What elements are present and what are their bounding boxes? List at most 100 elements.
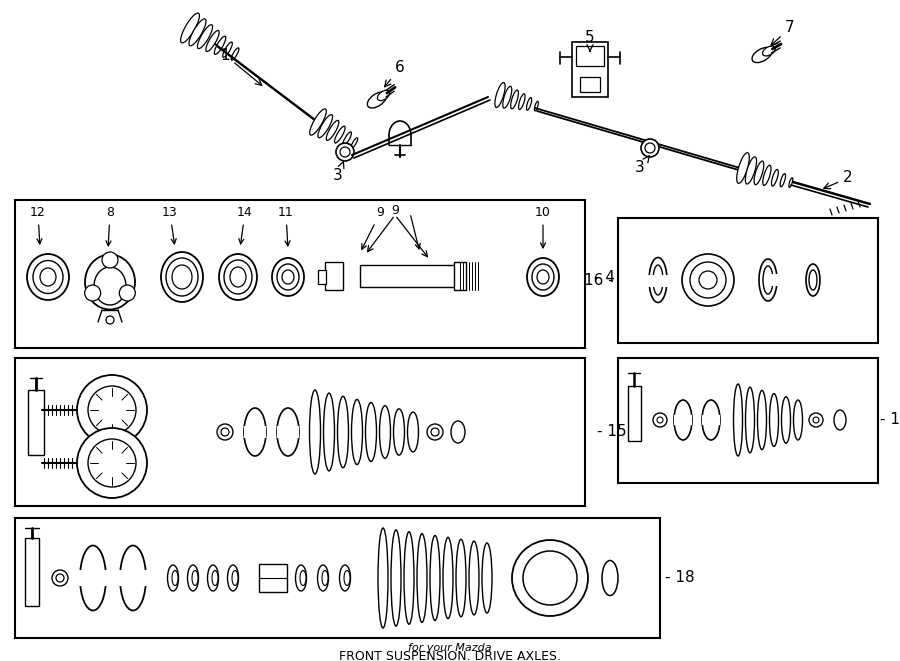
Bar bbox=[118, 570, 148, 586]
Circle shape bbox=[657, 417, 663, 423]
Circle shape bbox=[85, 285, 101, 301]
Ellipse shape bbox=[33, 260, 63, 293]
Ellipse shape bbox=[408, 412, 418, 452]
Ellipse shape bbox=[228, 565, 238, 591]
Text: - 4: - 4 bbox=[595, 270, 615, 286]
Text: - 18: - 18 bbox=[665, 570, 695, 586]
Ellipse shape bbox=[745, 157, 757, 184]
Bar bbox=[15, 358, 585, 506]
Ellipse shape bbox=[230, 267, 246, 287]
Bar bbox=[15, 518, 660, 638]
Ellipse shape bbox=[377, 91, 390, 100]
Ellipse shape bbox=[535, 101, 538, 111]
Circle shape bbox=[427, 424, 443, 440]
Ellipse shape bbox=[94, 267, 126, 305]
Ellipse shape bbox=[770, 393, 778, 446]
Ellipse shape bbox=[518, 94, 525, 110]
Bar bbox=[766, 274, 788, 286]
Text: 6: 6 bbox=[384, 61, 405, 87]
Text: 3: 3 bbox=[635, 156, 650, 176]
Ellipse shape bbox=[161, 252, 203, 302]
Bar bbox=[78, 570, 108, 586]
Circle shape bbox=[102, 252, 118, 268]
Ellipse shape bbox=[771, 169, 778, 186]
Ellipse shape bbox=[527, 258, 559, 296]
Text: 11: 11 bbox=[278, 206, 294, 246]
Ellipse shape bbox=[758, 391, 767, 449]
Ellipse shape bbox=[834, 410, 846, 430]
Ellipse shape bbox=[339, 565, 350, 591]
Ellipse shape bbox=[40, 268, 56, 286]
Ellipse shape bbox=[322, 570, 328, 586]
Circle shape bbox=[699, 271, 717, 289]
Bar bbox=[325, 262, 343, 290]
Ellipse shape bbox=[222, 42, 232, 58]
Ellipse shape bbox=[189, 19, 206, 46]
Circle shape bbox=[106, 316, 114, 324]
Bar bbox=[702, 415, 720, 425]
Text: 7: 7 bbox=[771, 20, 795, 45]
Ellipse shape bbox=[781, 397, 790, 443]
Circle shape bbox=[88, 386, 136, 434]
Ellipse shape bbox=[391, 530, 401, 626]
Bar bbox=[648, 275, 673, 287]
Ellipse shape bbox=[806, 264, 820, 296]
Circle shape bbox=[431, 428, 439, 436]
Circle shape bbox=[813, 417, 819, 423]
Circle shape bbox=[336, 143, 354, 161]
Ellipse shape bbox=[495, 83, 505, 108]
Ellipse shape bbox=[277, 408, 299, 456]
Circle shape bbox=[512, 540, 588, 616]
Text: 8: 8 bbox=[106, 206, 114, 246]
Ellipse shape bbox=[602, 561, 618, 596]
Text: 5: 5 bbox=[585, 30, 595, 52]
Text: 12: 12 bbox=[30, 206, 46, 244]
Text: 10: 10 bbox=[536, 206, 551, 248]
Ellipse shape bbox=[752, 48, 772, 63]
Ellipse shape bbox=[788, 178, 793, 188]
Text: 14: 14 bbox=[237, 206, 253, 244]
Bar bbox=[360, 265, 455, 287]
Text: for your Mazda: for your Mazda bbox=[409, 643, 491, 653]
Bar bbox=[674, 415, 692, 425]
Ellipse shape bbox=[282, 270, 294, 284]
Circle shape bbox=[809, 413, 823, 427]
Ellipse shape bbox=[224, 260, 252, 294]
Ellipse shape bbox=[532, 264, 554, 290]
Ellipse shape bbox=[318, 114, 333, 137]
Ellipse shape bbox=[167, 565, 178, 591]
Bar bbox=[28, 390, 44, 455]
Ellipse shape bbox=[734, 384, 742, 456]
Ellipse shape bbox=[653, 265, 663, 295]
Text: - 15: - 15 bbox=[597, 424, 626, 440]
Ellipse shape bbox=[649, 258, 667, 303]
Circle shape bbox=[120, 285, 135, 301]
Ellipse shape bbox=[404, 531, 414, 624]
Ellipse shape bbox=[417, 533, 427, 623]
Bar bbox=[618, 358, 878, 483]
Ellipse shape bbox=[231, 48, 239, 60]
Ellipse shape bbox=[482, 543, 492, 613]
Bar bbox=[618, 218, 878, 343]
Ellipse shape bbox=[206, 30, 220, 52]
Bar bbox=[259, 564, 287, 592]
Circle shape bbox=[641, 139, 659, 157]
Circle shape bbox=[645, 143, 655, 153]
Ellipse shape bbox=[172, 570, 178, 586]
Ellipse shape bbox=[456, 539, 466, 617]
Ellipse shape bbox=[197, 24, 212, 49]
Ellipse shape bbox=[326, 120, 339, 140]
Ellipse shape bbox=[365, 403, 376, 461]
Ellipse shape bbox=[166, 258, 198, 296]
Ellipse shape bbox=[754, 161, 764, 184]
Circle shape bbox=[77, 428, 147, 498]
Ellipse shape bbox=[380, 406, 391, 458]
Circle shape bbox=[682, 254, 734, 306]
Text: 3: 3 bbox=[333, 162, 344, 182]
Ellipse shape bbox=[763, 165, 771, 185]
Ellipse shape bbox=[272, 258, 304, 296]
Text: 13: 13 bbox=[162, 206, 178, 244]
Ellipse shape bbox=[335, 126, 345, 143]
Ellipse shape bbox=[809, 270, 817, 290]
Ellipse shape bbox=[674, 400, 692, 440]
